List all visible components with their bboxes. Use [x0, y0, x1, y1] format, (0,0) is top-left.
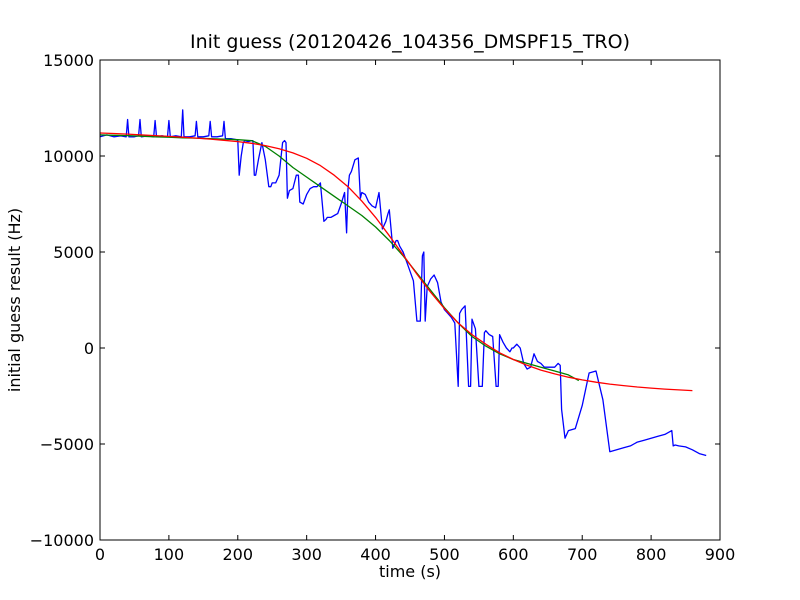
y-tick-label: 0 — [84, 339, 94, 358]
x-tick-label: 100 — [154, 545, 185, 564]
x-tick-label: 700 — [567, 545, 598, 564]
y-tick-label: −5000 — [40, 435, 94, 454]
y-tick-label: 15000 — [43, 51, 94, 70]
y-tick-label: 10000 — [43, 147, 94, 166]
y-tick-label: −10000 — [30, 531, 94, 550]
chart-title: Init guess (20120426_104356_DMSPF15_TRO) — [190, 31, 630, 53]
x-tick-label: 200 — [223, 545, 254, 564]
y-axis-label: initial guess result (Hz) — [5, 208, 24, 392]
x-axis-label: time (s) — [379, 562, 441, 581]
series-line-red — [99, 132, 693, 392]
y-axis: −10000 −5000 0 5000 10000 15000 — [30, 51, 720, 550]
y-tick-label: 5000 — [53, 243, 94, 262]
x-axis: 0 100 200 300 400 500 600 700 800 900 — [95, 60, 735, 564]
series-line-blue — [99, 109, 707, 457]
x-tick-label: 800 — [636, 545, 667, 564]
x-tick-label: 300 — [291, 545, 322, 564]
series-layer — [99, 109, 707, 457]
x-tick-label: 0 — [95, 545, 105, 564]
plot-frame — [99, 59, 721, 541]
plot-area — [100, 60, 720, 540]
x-tick-label: 500 — [429, 545, 460, 564]
x-tick-label: 900 — [705, 545, 736, 564]
x-tick-label: 600 — [498, 545, 529, 564]
x-tick-label: 400 — [360, 545, 391, 564]
